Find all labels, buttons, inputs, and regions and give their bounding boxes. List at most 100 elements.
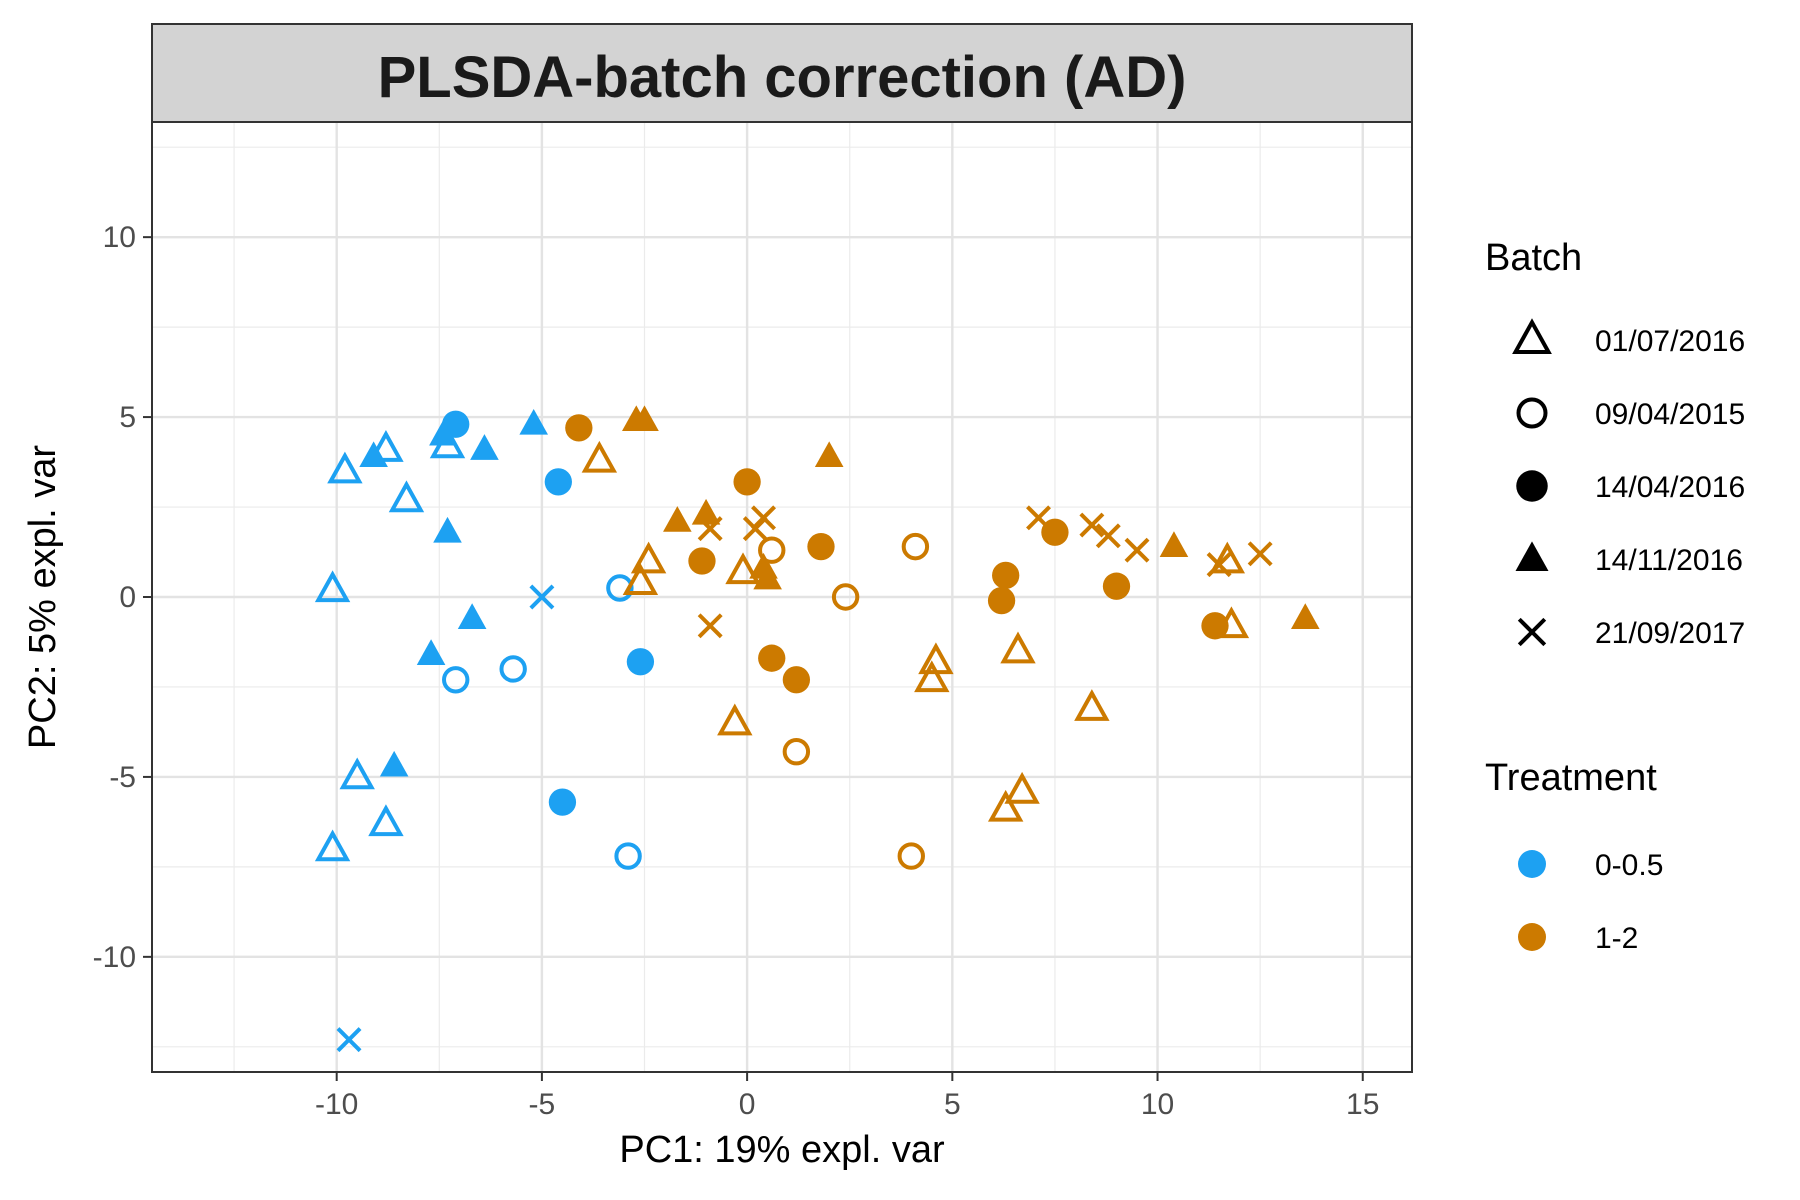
data-point — [697, 613, 723, 639]
data-point — [442, 666, 470, 694]
legend-key-cross — [1517, 617, 1547, 647]
treatment-legend-key — [1518, 850, 1546, 878]
data-point — [606, 574, 634, 602]
data-point — [388, 480, 425, 513]
data-point — [622, 563, 659, 595]
treatment-legend-label: 1-2 — [1595, 922, 1638, 955]
data-point — [1004, 771, 1040, 804]
data-point — [1213, 606, 1250, 639]
data-point — [499, 655, 527, 683]
batch-legend: Batch 01/07/2016 09/04/2015 14/04/2016 14/1… — [1485, 237, 1745, 650]
data-point — [314, 570, 351, 603]
data-point — [433, 516, 462, 543]
data-point — [1206, 552, 1232, 578]
legend-key-triangle-open — [1512, 318, 1552, 354]
data-point — [782, 738, 811, 766]
treatment-legend-label: 0-0.5 — [1595, 849, 1663, 882]
data-point — [1290, 603, 1320, 629]
data-point — [914, 660, 950, 693]
facet-strip — [151, 23, 1413, 123]
data-point — [697, 516, 723, 542]
data-point — [758, 644, 786, 672]
data-point — [327, 451, 363, 484]
data-point — [1074, 689, 1110, 721]
y-tick-label: 5 — [119, 401, 136, 434]
y-tick-label: -5 — [109, 761, 136, 794]
batch-legend-label: 09/04/2015 — [1595, 398, 1745, 431]
x-tick-label: -5 — [529, 1088, 556, 1121]
y-tick-label: -10 — [93, 941, 136, 974]
data-point — [470, 434, 499, 460]
data-point — [753, 563, 782, 590]
data-point — [457, 603, 487, 629]
data-point — [614, 842, 642, 870]
treatment-legend: Treatment 0-0.5 1-2 — [1485, 757, 1663, 955]
data-point — [807, 532, 835, 561]
legend-key-circle-open — [1516, 397, 1548, 429]
legend-key-circle-filled — [1516, 470, 1548, 502]
x-tick-label: 15 — [1346, 1088, 1379, 1121]
data-point — [897, 842, 925, 870]
x-tick-label: 0 — [739, 1088, 756, 1121]
data-point — [901, 532, 930, 561]
data-point — [733, 468, 761, 496]
data-point — [626, 648, 655, 676]
data-point — [336, 1027, 362, 1053]
data-point — [429, 419, 458, 446]
data-point — [831, 583, 860, 611]
data-points — [314, 405, 1320, 1053]
x-axis-title: PC1: 19% expl. var — [619, 1129, 945, 1171]
batch-legend-label: 14/04/2016 — [1595, 471, 1745, 504]
chart-title: PLSDA-batch correction (AD) — [378, 45, 1187, 110]
data-point — [987, 789, 1024, 822]
data-point — [717, 703, 753, 736]
data-point — [1095, 523, 1121, 549]
data-point — [1102, 572, 1131, 600]
data-point — [379, 750, 409, 777]
data-point — [529, 584, 555, 610]
data-point — [758, 536, 786, 564]
x-tick-label: 10 — [1141, 1088, 1174, 1121]
data-point — [1000, 631, 1036, 664]
batch-legend-title: Batch — [1485, 237, 1582, 279]
data-point — [339, 757, 375, 790]
y-tick-label: 10 — [103, 221, 136, 254]
treatment-legend-key — [1518, 923, 1546, 951]
data-point — [314, 829, 351, 862]
data-point — [663, 506, 692, 532]
data-point — [565, 414, 593, 442]
data-point — [416, 639, 446, 665]
treatment-legend-title: Treatment — [1485, 757, 1657, 799]
batch-legend-label: 14/11/2016 — [1595, 544, 1743, 577]
data-point — [548, 788, 577, 816]
data-point — [630, 541, 667, 574]
data-point — [359, 441, 388, 468]
x-tick-label: -10 — [315, 1088, 358, 1121]
data-point — [581, 440, 618, 473]
data-point — [688, 547, 716, 575]
data-point — [782, 666, 811, 694]
data-point — [992, 561, 1020, 590]
data-point — [1159, 531, 1189, 557]
data-point — [1124, 537, 1150, 563]
data-point — [368, 430, 404, 462]
grid-major — [152, 122, 1412, 1072]
data-point — [987, 586, 1016, 615]
batch-legend-label: 21/09/2017 — [1595, 617, 1745, 650]
data-point — [1026, 505, 1051, 531]
data-point — [1247, 541, 1273, 567]
legend-key-triangle-filled — [1515, 541, 1549, 571]
y-axis: -10 -5 0 5 10 — [93, 221, 152, 974]
x-axis: -10 -5 0 5 10 15 — [315, 1072, 1379, 1121]
data-point — [368, 804, 404, 837]
data-point — [519, 408, 548, 435]
data-point — [751, 505, 776, 531]
data-point — [1079, 512, 1105, 538]
data-point — [814, 441, 844, 468]
batch-legend-label: 01/07/2016 — [1595, 325, 1745, 358]
y-tick-label: 0 — [119, 581, 136, 614]
data-point — [1201, 612, 1229, 640]
data-point — [544, 468, 572, 496]
y-axis-title: PC2: 5% expl. var — [22, 445, 64, 749]
